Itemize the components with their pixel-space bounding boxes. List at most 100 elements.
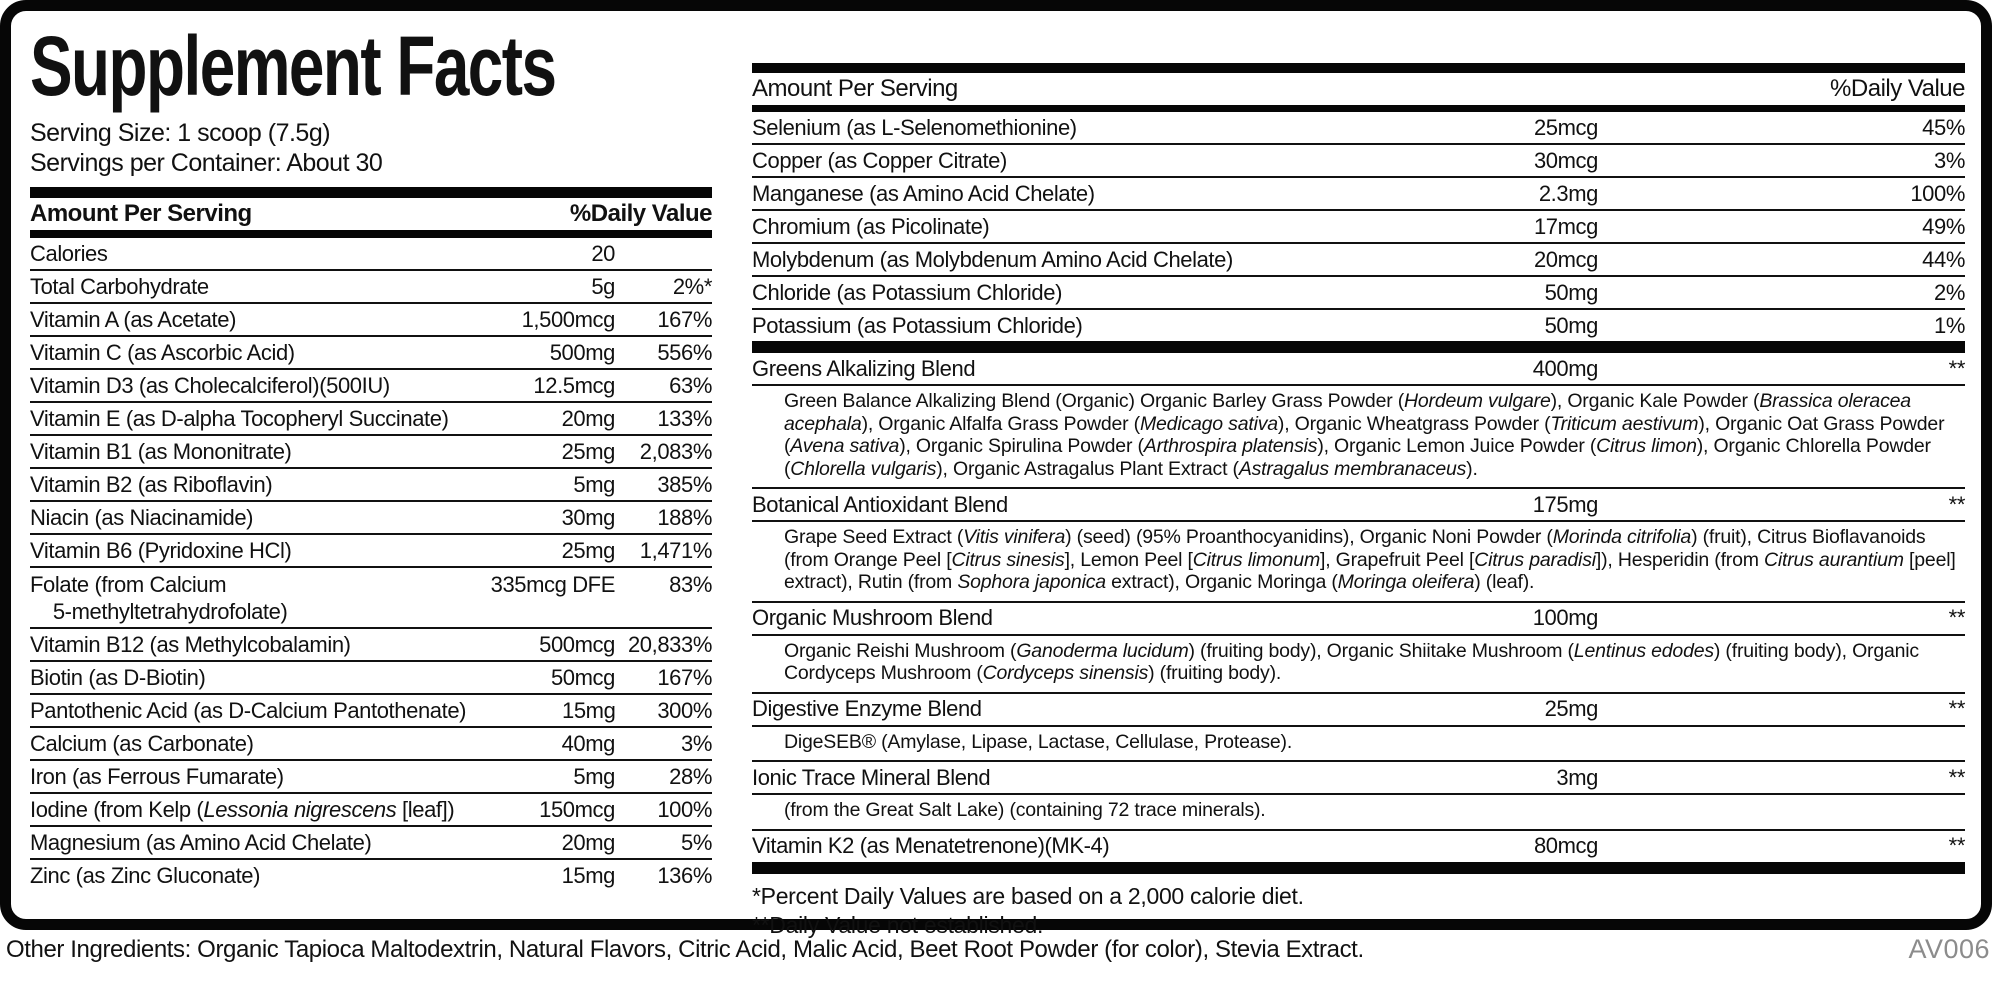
nutrient-name: Ionic Trace Mineral Blend — [752, 764, 991, 790]
nutrient-amount: 25mg — [1544, 696, 1599, 721]
nutrient-amount: 25mg — [561, 537, 616, 563]
nutrient-daily-value: 83% — [669, 572, 712, 597]
nutrient-daily-value: 2% — [1934, 279, 1965, 305]
nutrient-daily-value: 2,083% — [639, 438, 713, 464]
nutrient-amount: 5mg — [573, 763, 615, 789]
blend-table: Greens Alkalizing Blend 400mg ** Green B… — [752, 353, 1965, 862]
nutrient-daily-value: 1,471% — [639, 537, 713, 563]
nutrient-amount: 30mcg — [1533, 147, 1598, 173]
nutrient-amount: 500mcg — [539, 631, 615, 657]
nutrient-daily-value: 385% — [657, 471, 712, 497]
amount-per-serving-header: Amount Per Serving — [752, 75, 958, 102]
nutrient-daily-value: ** — [1948, 605, 1966, 630]
page-title: Supplement Facts — [30, 19, 557, 113]
nutrient-name: Pantothenic Acid (as D-Calcium Pantothen… — [30, 697, 467, 723]
daily-value-header: %Daily Value — [569, 200, 713, 227]
table-row: Iron (as Ferrous Fumarate) 5mg 28% — [30, 761, 712, 794]
thick-divider-bar — [30, 187, 712, 198]
table-row: Biotin (as D-Biotin) 50mcg 167% — [30, 662, 712, 695]
nutrient-amount: 500mg — [549, 339, 616, 365]
table-row: Potassium (as Potassium Chloride) 50mg 1… — [752, 310, 1965, 341]
table-row: Greens Alkalizing Blend 400mg ** — [752, 353, 1965, 386]
nutrient-name: Chromium (as Picolinate) — [752, 213, 990, 239]
nutrient-amount: 50mg — [1544, 279, 1599, 305]
label-border-box — [0, 0, 1992, 930]
blend-description: Green Balance Alkalizing Blend (Organic)… — [752, 386, 1965, 489]
nutrient-daily-value: 188% — [657, 504, 712, 530]
table-row: Chloride (as Potassium Chloride) 50mg 2% — [752, 277, 1965, 310]
table-row: Magnesium (as Amino Acid Chelate) 20mg 5… — [30, 827, 712, 860]
nutrient-name: Greens Alkalizing Blend — [752, 355, 976, 381]
table-row: Vitamin B12 (as Methylcobalamin) 500mcg … — [30, 629, 712, 662]
nutrient-amount: 50mcg — [550, 664, 615, 690]
table-row: Organic Mushroom Blend 100mg ** — [752, 603, 1965, 636]
table-row: Niacin (as Niacinamide) 30mg 188% — [30, 502, 712, 535]
nutrient-name: Vitamin B6 (Pyridoxine HCl) — [30, 537, 292, 563]
table-row: Pantothenic Acid (as D-Calcium Pantothen… — [30, 695, 712, 728]
thick-divider-bar — [752, 861, 1965, 874]
nutrient-amount: 5g — [591, 273, 615, 299]
thick-divider-bar — [752, 341, 1965, 353]
nutrient-amount: 150mcg — [539, 796, 615, 822]
table-row: Vitamin K2 (as Menatetrenone)(MK-4) 80mc… — [752, 831, 1965, 862]
table-row: Botanical Antioxidant Blend 175mg ** — [752, 489, 1965, 522]
nutrient-daily-value: 3% — [681, 730, 712, 756]
table-row: Chromium (as Picolinate) 17mcg 49% — [752, 211, 1965, 244]
nutrient-daily-value: 2%* — [672, 273, 713, 299]
blend-description: (from the Great Salt Lake) (containing 7… — [752, 795, 1965, 831]
nutrient-amount: 335mcg DFE — [490, 572, 616, 597]
nutrient-name: Magnesium (as Amino Acid Chelate) — [30, 829, 372, 855]
nutrient-name: Vitamin D3 (as Cholecalciferol)(500IU) — [30, 372, 390, 398]
table-row: Vitamin B6 (Pyridoxine HCl) 25mg 1,471% — [30, 535, 712, 568]
nutrient-name: Total Carbohydrate — [30, 273, 209, 299]
nutrient-daily-value: 44% — [1922, 246, 1965, 272]
nutrient-daily-value: 136% — [657, 862, 712, 888]
nutrient-daily-value: 167% — [657, 306, 712, 332]
nutrient-name: Calories — [30, 240, 108, 266]
thick-divider-bar — [752, 105, 1965, 112]
nutrient-name: Iron (as Ferrous Fumarate) — [30, 763, 284, 789]
amount-per-serving-header: Amount Per Serving — [30, 200, 252, 227]
table-row: Total Carbohydrate 5g 2%* — [30, 271, 712, 304]
nutrient-daily-value: ** — [1948, 491, 1966, 517]
nutrient-amount: 12.5mcg — [533, 372, 615, 398]
nutrient-name: Digestive Enzyme Blend — [752, 696, 982, 721]
thick-divider-bar — [752, 63, 1965, 73]
footnote: *Percent Daily Values are based on a 2,0… — [752, 882, 1304, 909]
nutrient-amount: 175mg — [1532, 491, 1599, 517]
daily-value-header: %Daily Value — [1830, 75, 1965, 102]
nutrient-name: Calcium (as Carbonate) — [30, 730, 254, 756]
label-code: AV006 — [1908, 934, 1990, 964]
table-row: Vitamin B1 (as Mononitrate) 25mg 2,083% — [30, 436, 712, 469]
nutrient-daily-value: 100% — [657, 796, 712, 822]
nutrient-amount: 2.3mg — [1538, 180, 1599, 206]
table-row: Copper (as Copper Citrate) 30mcg 3% — [752, 145, 1965, 178]
nutrient-daily-value: 45% — [1922, 114, 1965, 140]
nutrient-amount: 15mg — [561, 697, 616, 723]
nutrient-amount: 25mcg — [1533, 114, 1598, 140]
nutrient-daily-value: 100% — [1910, 180, 1965, 206]
footnote: **Daily Value not established. — [752, 911, 1044, 938]
thick-divider-bar — [30, 230, 712, 238]
other-ingredients: Other Ingredients: Organic Tapioca Malto… — [6, 936, 1364, 963]
nutrient-daily-value: 28% — [669, 763, 712, 789]
table-row: Vitamin D3 (as Cholecalciferol)(500IU) 1… — [30, 370, 712, 403]
table-row: Iodine (from Kelp (Lessonia nigrescens [… — [30, 794, 712, 827]
nutrient-name: Zinc (as Zinc Gluconate) — [30, 862, 261, 888]
nutrient-daily-value: 3% — [1934, 147, 1965, 173]
nutrient-amount: 50mg — [1544, 312, 1599, 338]
nutrient-amount: 17mcg — [1533, 213, 1598, 239]
nutrient-amount: 20mcg — [1533, 246, 1598, 272]
nutrient-amount: 15mg — [561, 862, 616, 888]
nutrient-daily-value: 556% — [657, 339, 712, 365]
nutrient-amount: 3mg — [1556, 764, 1598, 790]
nutrient-name: Vitamin A (as Acetate) — [30, 306, 237, 332]
nutrient-name: Vitamin K2 (as Menatetrenone)(MK-4) — [752, 833, 1110, 858]
nutrient-amount: 30mg — [561, 504, 616, 530]
nutrient-amount: 1,500mcg — [521, 306, 616, 332]
nutrient-name: Vitamin B2 (as Riboflavin) — [30, 471, 273, 497]
table-row: Ionic Trace Mineral Blend 3mg ** — [752, 762, 1965, 795]
nutrient-name: Botanical Antioxidant Blend — [752, 491, 1008, 517]
nutrient-daily-value: ** — [1948, 764, 1966, 790]
blend-description: Grape Seed Extract (Vitis vinifera) (see… — [752, 522, 1965, 603]
